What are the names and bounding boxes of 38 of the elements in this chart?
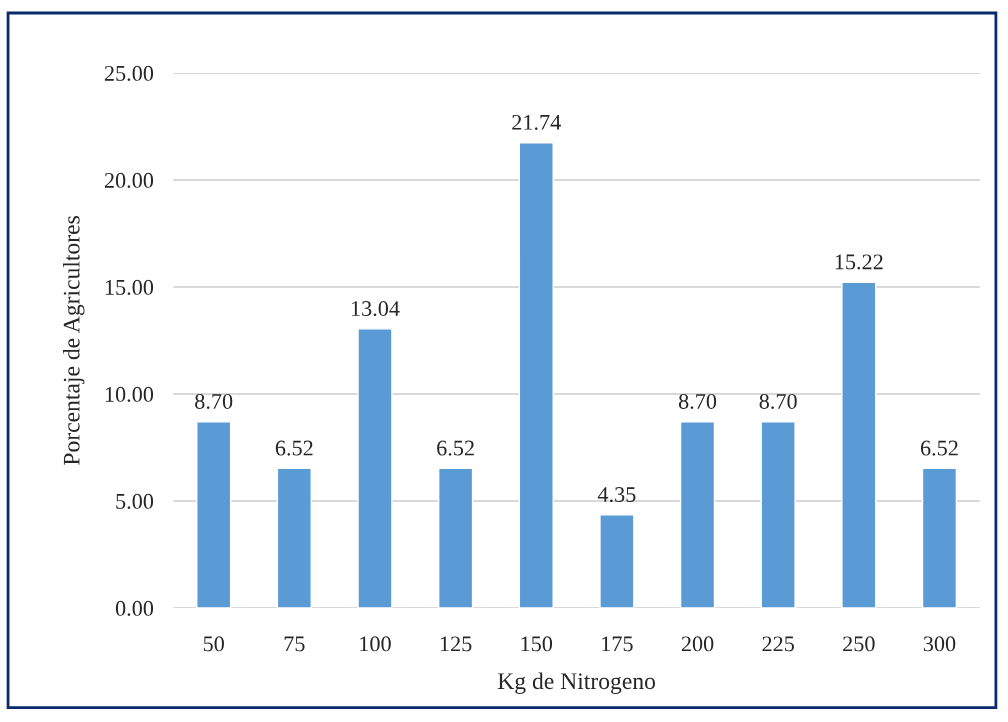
x-tick-label: 300 [923,636,956,652]
data-label: 6.52 [437,440,474,456]
data-label: 8.70 [759,393,797,409]
data-label: 4.35 [597,487,636,503]
data-label: 13.04 [351,301,400,317]
x-tick-label: 250 [843,636,875,652]
y-tick-label: 5.00 [116,493,154,509]
y-tick-label: 25.00 [104,65,154,81]
x-tick-label: 50 [203,636,224,652]
bar [357,328,393,608]
bar [437,467,474,608]
x-axis-title: Kg de Nitrogeno [497,672,656,694]
x-tick-label: 100 [360,636,391,652]
bar [679,421,716,608]
x-tick-label: 75 [284,636,305,652]
data-label: 8.70 [195,393,233,409]
bar [921,467,958,608]
data-label: 21.74 [512,114,561,130]
y-tick-label: 10.00 [105,386,154,402]
x-tick-label: 175 [602,636,633,652]
y-tick-label: 20.00 [104,172,154,188]
bar [599,514,635,608]
y-tick-label: 0.00 [115,600,154,616]
x-tick-label: 150 [521,636,553,652]
bar [276,467,312,608]
x-tick-label: 225 [762,636,794,652]
bar [518,141,554,608]
y-tick-label: 15.00 [105,279,154,295]
data-label: 6.52 [275,440,313,456]
x-tick-label: 200 [681,636,714,652]
data-label: 15.22 [835,254,883,270]
bar [196,421,232,608]
bar [760,421,796,608]
data-label: 6.52 [920,440,958,456]
data-label: 8.70 [678,393,717,409]
y-axis-title: Porcentaje de Agricultores [63,216,85,465]
bar [841,281,877,608]
x-tick-label: 125 [440,636,472,652]
